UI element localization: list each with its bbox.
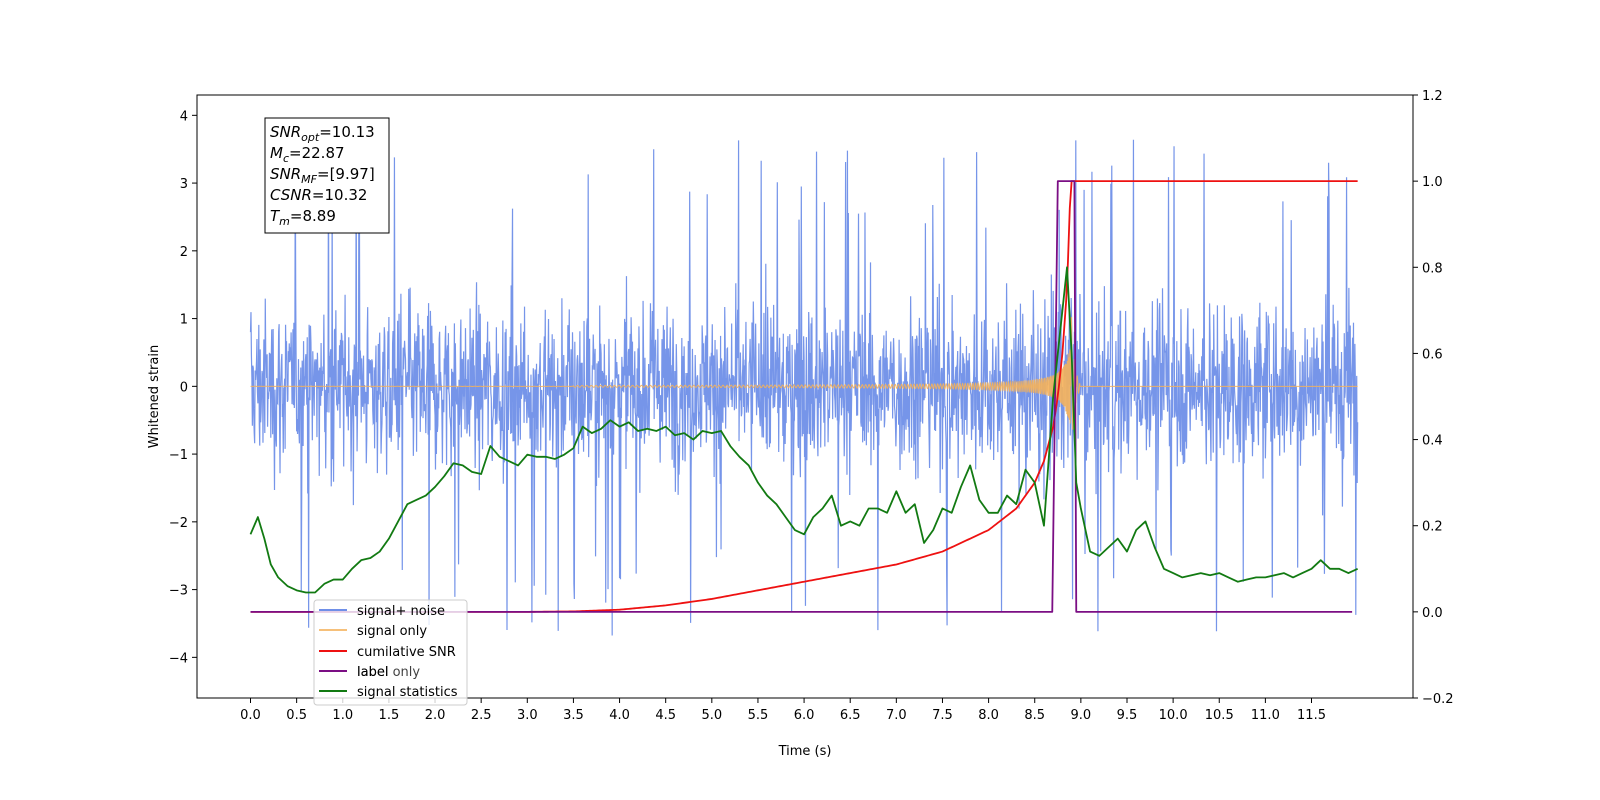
x-tick-label: 10.5 [1205, 708, 1234, 723]
y-tick-label: −4 [169, 651, 188, 666]
x-axis-label: Time (s) [778, 744, 832, 759]
y-axis-label: Whitened strain [147, 345, 162, 448]
plot-frame [196, 94, 1414, 699]
x-tick-label: 0.5 [286, 708, 307, 723]
annotation-subscript: opt [301, 131, 320, 144]
x-tick-label: 3.0 [517, 708, 538, 723]
x-tick-label: 6.0 [794, 708, 815, 723]
annotation-symbol: SNR [270, 123, 301, 141]
x-tick-label: 5.5 [748, 708, 769, 723]
x-axis: 0.0 0.5 1.0 1.5 2.0 2.5 3.0 3.5 4.0 4.5 5.0 5.5 6.0 6… [240, 698, 1326, 723]
annotation-value: =10.13 [319, 123, 375, 141]
y-right-tick-label: 1.0 [1422, 175, 1443, 190]
annotation-symbol: M [270, 144, 283, 162]
signal-statistics-series [249, 266, 1359, 594]
annotation-value: =8.89 [290, 207, 336, 225]
y-right-tick-label: 0.8 [1422, 261, 1443, 276]
annotation-subscript: c [283, 152, 289, 165]
signal-noise-series [249, 138, 1359, 636]
legend-entry: cumilative SNR [357, 645, 456, 660]
legend-entry: signal+ noise [357, 604, 445, 619]
x-tick-label: 6.5 [840, 708, 861, 723]
signal-noise-line [249, 138, 1359, 636]
x-tick-label: 4.5 [655, 708, 676, 723]
x-tick-label: 7.0 [886, 708, 907, 723]
y-tick-label: 3 [180, 177, 188, 192]
annotation-line: SNRopt=10.13 [270, 123, 375, 144]
x-tick-label: 3.5 [563, 708, 584, 723]
annotation-symbol: T [270, 207, 281, 225]
x-tick-label: 10.0 [1159, 708, 1188, 723]
x-tick-label: 5.0 [701, 708, 722, 723]
y-tick-label: −2 [169, 516, 188, 531]
annotation-line: CSNR=10.32 [270, 186, 367, 204]
annotation-value: =22.87 [289, 144, 345, 162]
y-tick-label: 1 [180, 313, 188, 328]
annotation-subscript: m [279, 215, 290, 228]
signal-only-line [250, 316, 1358, 430]
x-tick-label: 9.5 [1117, 708, 1138, 723]
y-tick-label: 2 [180, 245, 188, 260]
legend-entry: signal statistics [357, 685, 458, 700]
annotation-value: =10.32 [312, 186, 368, 204]
y-right-tick-label: 0.0 [1422, 606, 1443, 621]
annotation-subscript: MF [301, 173, 317, 186]
legend-entry: label [357, 665, 388, 680]
y-tick-label: 0 [180, 380, 188, 395]
x-tick-label: 4.0 [609, 708, 630, 723]
annotation-line: SNRMF=[9.97] [270, 165, 375, 186]
annotation-symbol: SNR [270, 165, 301, 183]
x-tick-label: 1.5 [379, 708, 400, 723]
x-tick-label: 8.5 [1024, 708, 1045, 723]
x-tick-label: 11.0 [1251, 708, 1280, 723]
y-tick-label: −3 [169, 584, 188, 599]
x-tick-label: 7.5 [932, 708, 953, 723]
x-tick-label: 11.5 [1297, 708, 1326, 723]
y-right-tick-label: 1.2 [1422, 89, 1443, 104]
y-right-tick-label: 0.6 [1422, 347, 1443, 362]
y-tick-label: 4 [180, 109, 188, 124]
legend-entry-faded: label only [357, 665, 420, 680]
y-right-tick-label: −0.2 [1422, 692, 1454, 707]
y-right-tick-label: 0.2 [1422, 520, 1443, 535]
signal-only-series [250, 316, 1358, 430]
label-series [250, 180, 1353, 613]
y-tick-label: −1 [169, 448, 188, 463]
signal-statistics-line [249, 266, 1359, 594]
x-tick-label: 0.0 [240, 708, 261, 723]
label-line [250, 180, 1353, 613]
x-tick-label: 2.5 [471, 708, 492, 723]
x-tick-label: 2.0 [425, 708, 446, 723]
y-axis-left: 4 3 2 1 0 −1 −2 −3 −4 [169, 109, 197, 666]
annotation-symbol: CSNR [270, 186, 312, 204]
legend-frame [313, 599, 468, 706]
annotation-value: =[9.97] [317, 165, 375, 183]
x-tick-label: 8.0 [978, 708, 999, 723]
x-tick-label: 1.0 [332, 708, 353, 723]
x-tick-label: 9.0 [1071, 708, 1092, 723]
annotation-box: SNRopt=10.13Mc=22.87SNRMF=[9.97]CSNR=10.… [264, 117, 390, 234]
annotation-line: Tm=8.89 [270, 207, 336, 228]
annotation-line: Mc=22.87 [270, 144, 345, 165]
legend: signal+ noise label only signal only cumila… [313, 599, 468, 706]
y-right-tick-label: 0.4 [1422, 434, 1443, 449]
legend-entry: signal only [357, 624, 427, 639]
y-axis-right: 1.2 1.0 0.8 0.6 0.4 0.2 0.0 −0.2 [1413, 89, 1454, 707]
annotation-frame [264, 117, 390, 234]
